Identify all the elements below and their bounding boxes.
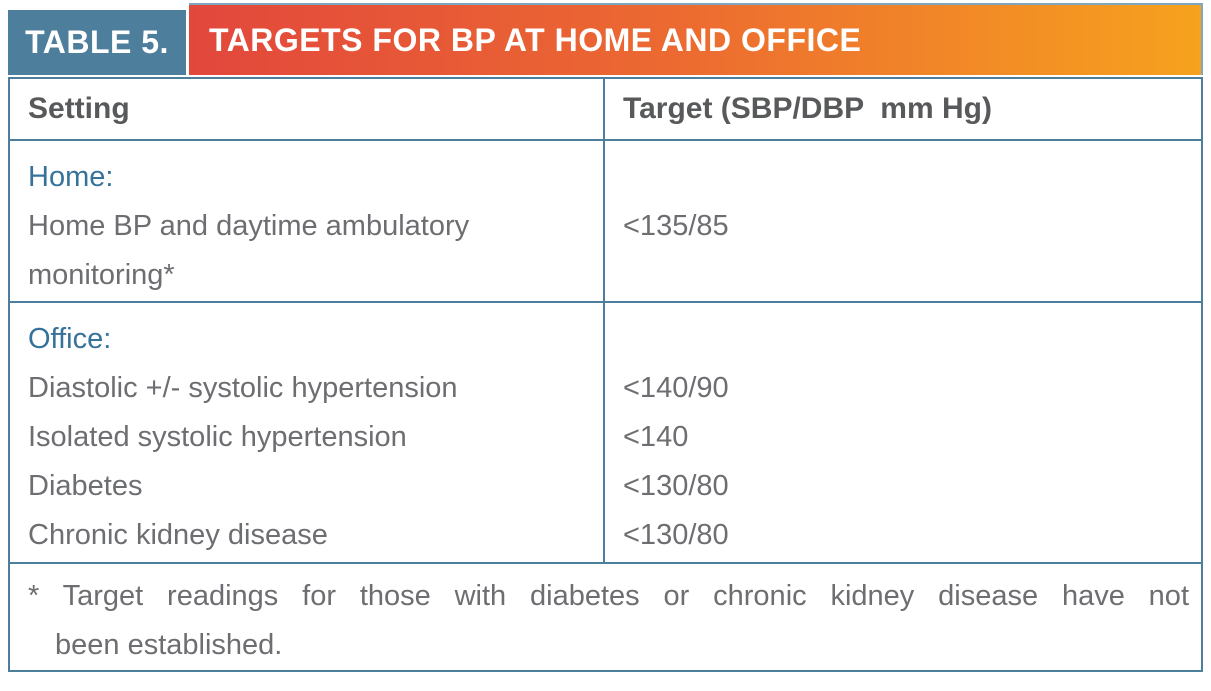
- target-spacer-line: [623, 153, 1201, 202]
- table-title: TARGETS FOR BP AT HOME AND OFFICE: [189, 3, 1203, 75]
- office-section-row: Office: Diastolic +/- systolic hypertens…: [10, 303, 1201, 564]
- column-header-target: Target (SBP/DBP mm Hg): [623, 92, 992, 125]
- bp-targets-table-figure: TABLE 5. TARGETS FOR BP AT HOME AND OFFI…: [8, 3, 1203, 672]
- target-spacer-line: [623, 315, 1201, 364]
- table-title-bar: TABLE 5. TARGETS FOR BP AT HOME AND OFFI…: [8, 3, 1203, 75]
- office-target-cell: <140/90 <140 <130/80 <130/80: [605, 303, 1201, 562]
- home-setting-cell: Home: Home BP and daytime ambulatory mon…: [10, 141, 605, 301]
- office-section-heading: Office:: [28, 323, 112, 355]
- office-setting-cell: Office: Diastolic +/- systolic hypertens…: [10, 303, 605, 562]
- column-header-row: Setting Target (SBP/DBP mm Hg): [10, 79, 1201, 141]
- footnote: * Target readings for those with diabete…: [10, 564, 1201, 670]
- home-target-value: <135/85: [623, 210, 729, 242]
- column-header-target-cell: Target (SBP/DBP mm Hg): [605, 79, 1201, 139]
- office-target-value: <140: [623, 421, 689, 453]
- office-target-value: <130/80: [623, 519, 729, 551]
- table-body: Setting Target (SBP/DBP mm Hg) Home: Hom…: [8, 77, 1203, 672]
- column-header-setting-cell: Setting: [10, 79, 605, 139]
- office-setting-item: Chronic kidney disease: [28, 519, 328, 551]
- footnote-line-1: * Target readings for those with diabete…: [28, 580, 1189, 612]
- home-section-row: Home: Home BP and daytime ambulatory mon…: [10, 141, 1201, 303]
- home-section-heading: Home:: [28, 161, 114, 193]
- table-number-badge: TABLE 5.: [8, 10, 186, 75]
- footnote-line-2: been established.: [55, 629, 283, 661]
- home-target-cell: <135/85: [605, 141, 1201, 301]
- column-header-setting: Setting: [28, 92, 130, 125]
- office-target-value: <140/90: [623, 372, 729, 404]
- title-divider-gap: [186, 3, 189, 75]
- office-setting-item: Isolated systolic hypertension: [28, 421, 407, 453]
- home-setting-item: Home BP and daytime ambulatory monitorin…: [28, 210, 470, 291]
- office-setting-item: Diabetes: [28, 470, 143, 502]
- office-setting-item: Diastolic +/- systolic hypertension: [28, 372, 458, 404]
- office-target-value: <130/80: [623, 470, 729, 502]
